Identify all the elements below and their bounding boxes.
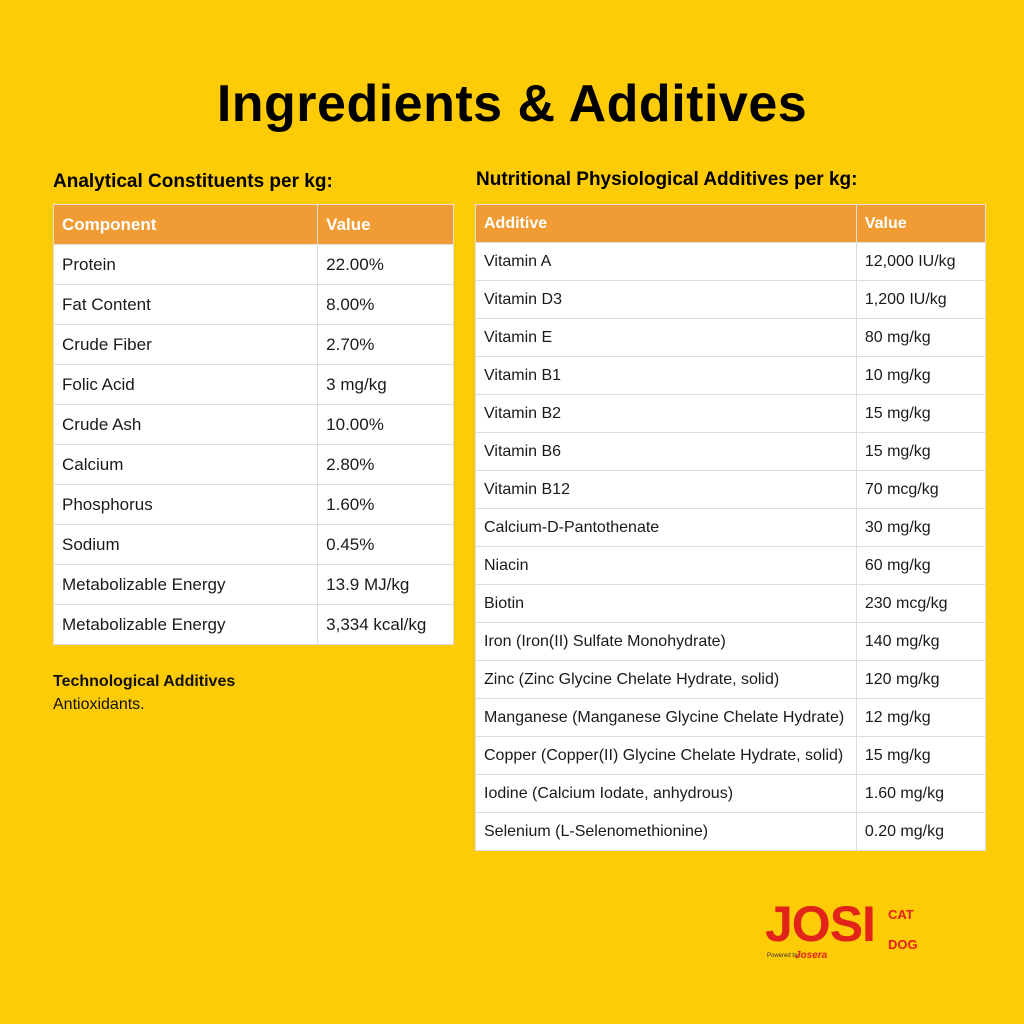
row-value: 60 mg/kg	[855, 546, 987, 585]
row-label: Zinc (Zinc Glycine Chelate Hydrate, soli…	[475, 660, 857, 699]
row-value: 140 mg/kg	[855, 622, 987, 661]
row-value: 3,334 kcal/kg	[317, 604, 454, 645]
table-row: Phosphorus 1.60%	[52, 484, 454, 525]
row-label: Niacin	[475, 546, 857, 585]
logo-dog-label: DOG	[888, 937, 918, 952]
table-row: Calcium-D-Pantothenate 30 mg/kg	[475, 508, 987, 547]
row-label: Selenium (L-Selenomethionine)	[475, 812, 857, 851]
row-label: Crude Ash	[52, 404, 319, 445]
josi-logo: JOSI CAT DOG Powered by Josera	[765, 893, 925, 968]
table-row: Vitamin A 12,000 IU/kg	[475, 242, 987, 281]
row-label: Calcium-D-Pantothenate	[475, 508, 857, 547]
analytical-heading: Analytical Constituents per kg:	[53, 171, 333, 192]
row-label: Vitamin B2	[475, 394, 857, 433]
row-value: 15 mg/kg	[855, 432, 987, 471]
row-value: 15 mg/kg	[855, 736, 987, 775]
table-row: Iron (Iron(II) Sulfate Monohydrate) 140 m…	[475, 622, 987, 661]
row-value: 1.60 mg/kg	[855, 774, 987, 813]
table-row: Copper (Copper(II) Glycine Chelate Hydra…	[475, 736, 987, 775]
table-row: Selenium (L-Selenomethionine) 0.20 mg/kg	[475, 812, 987, 851]
table-row: Vitamin B1 10 mg/kg	[475, 356, 987, 395]
row-label: Biotin	[475, 584, 857, 623]
row-label: Iron (Iron(II) Sulfate Monohydrate)	[475, 622, 857, 661]
row-label: Vitamin D3	[475, 280, 857, 319]
row-label: Metabolizable Energy	[52, 604, 319, 645]
row-label: Vitamin B6	[475, 432, 857, 471]
table-header-row: Component Value	[52, 204, 454, 245]
row-value: 10 mg/kg	[855, 356, 987, 395]
row-label: Copper (Copper(II) Glycine Chelate Hydra…	[475, 736, 857, 775]
table-row: Vitamin D3 1,200 IU/kg	[475, 280, 987, 319]
table-row: Crude Fiber 2.70%	[52, 324, 454, 365]
row-value: 10.00%	[317, 404, 454, 445]
row-label: Metabolizable Energy	[52, 564, 319, 605]
table-row: Crude Ash 10.00%	[52, 404, 454, 445]
column-header-additive: Additive	[475, 204, 857, 243]
table-row: Manganese (Manganese Glycine Chelate Hyd…	[475, 698, 987, 737]
row-label: Calcium	[52, 444, 319, 485]
row-label: Vitamin B12	[475, 470, 857, 509]
row-value: 8.00%	[317, 284, 454, 325]
table-row: Calcium 2.80%	[52, 444, 454, 485]
row-value: 12 mg/kg	[855, 698, 987, 737]
column-header-value: Value	[855, 204, 987, 243]
row-label: Manganese (Manganese Glycine Chelate Hyd…	[475, 698, 857, 737]
table-row: Vitamin B6 15 mg/kg	[475, 432, 987, 471]
table-row: Niacin 60 mg/kg	[475, 546, 987, 585]
table-row: Iodine (Calcium Iodate, anhydrous) 1.60 m…	[475, 774, 987, 813]
logo-wordmark: JOSI	[765, 896, 876, 952]
technological-text: Antioxidants.	[53, 696, 145, 713]
logo-cat-label: CAT	[888, 907, 914, 922]
row-value: 0.45%	[317, 524, 454, 565]
row-label: Vitamin E	[475, 318, 857, 357]
row-value: 0.20 mg/kg	[855, 812, 987, 851]
page-title: Ingredients & Additives	[216, 75, 808, 133]
row-value: 22.00%	[317, 244, 454, 285]
table-row: Fat Content 8.00%	[52, 284, 454, 325]
analytical-table: Component Value Protein 22.00% Fat Content…	[52, 204, 454, 645]
table-row: Sodium 0.45%	[52, 524, 454, 565]
row-value: 12,000 IU/kg	[855, 242, 987, 281]
table-row: Protein 22.00%	[52, 244, 454, 285]
row-value: 2.70%	[317, 324, 454, 365]
row-value: 15 mg/kg	[855, 394, 987, 433]
row-label: Vitamin A	[475, 242, 857, 281]
row-value: 120 mg/kg	[855, 660, 987, 699]
table-row: Metabolizable Energy 3,334 kcal/kg	[52, 604, 454, 645]
row-label: Sodium	[52, 524, 319, 565]
row-value: 3 mg/kg	[317, 364, 454, 405]
column-header-component: Component	[52, 204, 319, 245]
row-value: 1.60%	[317, 484, 454, 525]
row-value: 80 mg/kg	[855, 318, 987, 357]
table-row: Vitamin B2 15 mg/kg	[475, 394, 987, 433]
nutritional-heading: Nutritional Physiological Additives per …	[476, 169, 858, 190]
table-row: Zinc (Zinc Glycine Chelate Hydrate, soli…	[475, 660, 987, 699]
table-row: Vitamin B12 70 mcg/kg	[475, 470, 987, 509]
row-value: 70 mcg/kg	[855, 470, 987, 509]
table-row: Vitamin E 80 mg/kg	[475, 318, 987, 357]
row-label: Vitamin B1	[475, 356, 857, 395]
logo-powered-by: Powered by	[767, 953, 799, 959]
row-value: 2.80%	[317, 444, 454, 485]
row-value: 230 mcg/kg	[855, 584, 987, 623]
row-label: Iodine (Calcium Iodate, anhydrous)	[475, 774, 857, 813]
nutritional-table: Additive Value Vitamin A 12,000 IU/kg Vita…	[475, 204, 987, 851]
technological-heading: Technological Additives	[53, 673, 236, 690]
row-label: Crude Fiber	[52, 324, 319, 365]
row-label: Fat Content	[52, 284, 319, 325]
table-row: Metabolizable Energy 13.9 MJ/kg	[52, 564, 454, 605]
table-header-row: Additive Value	[475, 204, 987, 243]
row-value: 13.9 MJ/kg	[317, 564, 454, 605]
table-row: Biotin 230 mcg/kg	[475, 584, 987, 623]
table-row: Folic Acid 3 mg/kg	[52, 364, 454, 405]
logo-brand: Josera	[795, 950, 828, 961]
row-label: Folic Acid	[52, 364, 319, 405]
row-value: 30 mg/kg	[855, 508, 987, 547]
row-label: Phosphorus	[52, 484, 319, 525]
row-label: Protein	[52, 244, 319, 285]
row-value: 1,200 IU/kg	[855, 280, 987, 319]
column-header-value: Value	[317, 204, 454, 245]
